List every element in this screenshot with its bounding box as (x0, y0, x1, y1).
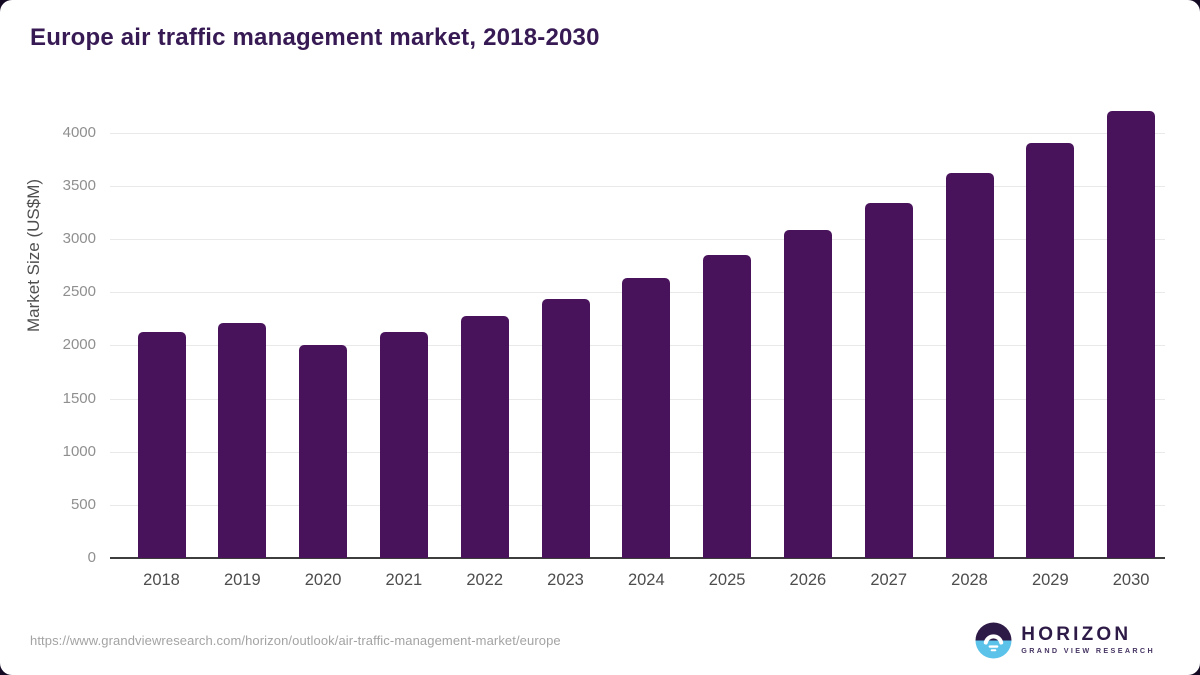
y-tick-label: 1500 (62, 389, 96, 407)
x-tick-label: 2020 (304, 571, 342, 589)
x-tick-label: 2025 (708, 571, 746, 589)
gridline (110, 132, 1165, 134)
x-tick-label: 2018 (143, 571, 180, 589)
gridline (110, 185, 1165, 187)
horizon-logo-icon (975, 622, 1012, 658)
x-tick-label: 2029 (1031, 571, 1069, 589)
x-tick-label: 2028 (951, 571, 988, 589)
bar-2020 (299, 345, 348, 558)
brand-logo: HORIZON GRAND VIEW RESEARCH (975, 622, 1155, 659)
y-tick-label: 2500 (62, 283, 96, 301)
gridline (110, 238, 1165, 240)
y-tick-label: 0 (87, 549, 96, 566)
y-tick-label: 2000 (62, 336, 96, 354)
y-tick-label: 3000 (62, 229, 96, 247)
y-tick-label: 4000 (62, 123, 96, 141)
x-tick-label: 2022 (466, 571, 504, 589)
bar-2019 (218, 323, 267, 558)
bar-2028 (945, 173, 994, 558)
x-tick-label: 2023 (547, 571, 584, 589)
bar-2022 (460, 315, 509, 558)
brand-name: HORIZON (1021, 624, 1132, 645)
bar-2025 (703, 254, 752, 558)
bar-2027 (864, 202, 913, 558)
plot-area: 0 500 1000 1500 2000 2500 3000 3500 4000 2018 2019… (63, 106, 1165, 589)
brand-text: HORIZON GRAND VIEW RESEARCH (1021, 624, 1155, 656)
brand-subtitle: GRAND VIEW RESEARCH (1021, 646, 1155, 655)
bar-2030 (1107, 111, 1156, 558)
x-tick-label: 2026 (789, 571, 827, 589)
x-axis-line (110, 557, 1165, 559)
x-tick-label: 2027 (870, 571, 908, 589)
chart-title: Europe air traffic management market, 20… (30, 24, 600, 51)
bar-2023 (541, 298, 590, 558)
bar-2018 (137, 331, 186, 558)
bar-2029 (1026, 143, 1075, 558)
footer: https://www.grandviewresearch.com/horizo… (0, 613, 1200, 675)
x-tick-label: 2024 (627, 571, 665, 589)
y-tick-label: 3500 (62, 176, 96, 194)
y-tick-label: 1000 (62, 442, 96, 460)
bar-2024 (622, 278, 671, 558)
x-tick-label: 2019 (223, 571, 261, 589)
x-tick-label: 2030 (1112, 571, 1150, 589)
source-url: https://www.grandviewresearch.com/horizo… (30, 632, 561, 648)
bar-2021 (379, 331, 428, 558)
y-tick-label: 500 (70, 495, 96, 513)
x-tick-label: 2021 (385, 571, 423, 589)
bar-2026 (783, 230, 832, 558)
